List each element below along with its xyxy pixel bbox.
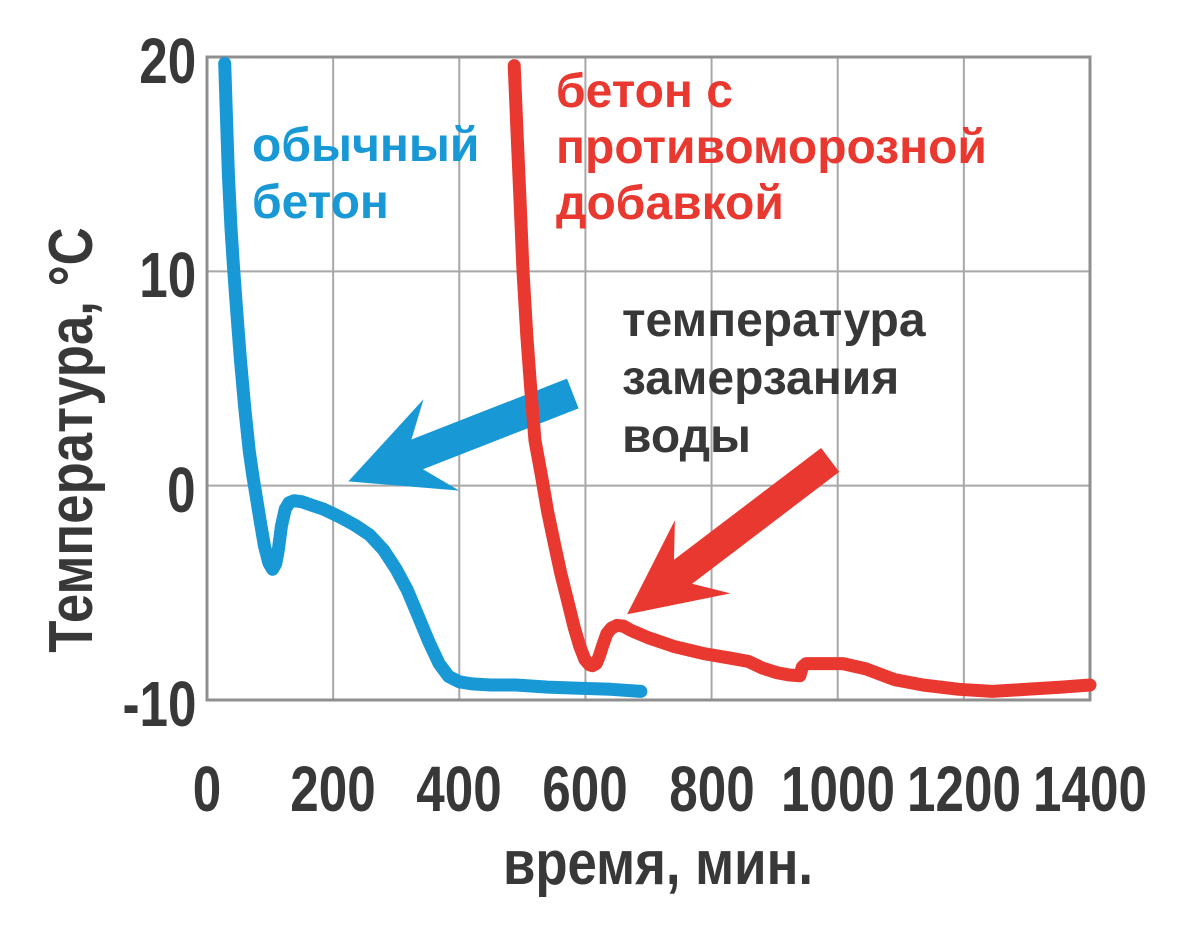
x-tick-label: 1000	[767, 757, 909, 821]
y-tick-text: 10	[139, 239, 196, 312]
series-label-ordinary-concrete: обычный бетон	[252, 119, 480, 229]
y-tick-label: 20	[0, 29, 196, 93]
x-axis-title: время, мин.	[476, 833, 841, 895]
y-tick-label: 10	[0, 243, 196, 307]
y-tick-text: 0	[167, 453, 196, 526]
y-tick-text: 20	[139, 25, 196, 97]
x-tick-label: 1200	[893, 757, 1035, 821]
x-tick-label: 200	[280, 757, 387, 821]
x-tick-text: 1000	[780, 753, 895, 825]
x-tick-text: 1200	[906, 753, 1021, 825]
x-axis-title-text: время, мин.	[502, 829, 814, 898]
x-tick-label: 0	[189, 757, 225, 821]
freezing-point-arrow-red	[627, 448, 840, 615]
x-tick-text: 1400	[1033, 753, 1147, 825]
x-tick-text: 800	[668, 753, 755, 825]
x-tick-text: 0	[192, 753, 222, 825]
series-curve-1	[507, 59, 1097, 698]
x-tick-text: 400	[416, 753, 502, 825]
x-tick-text: 200	[290, 753, 376, 825]
freezing-point-arrow-blue	[348, 378, 579, 491]
y-tick-label: -10	[0, 672, 196, 736]
x-tick-label: 800	[658, 757, 765, 821]
x-tick-label: 600	[532, 757, 639, 821]
series-curve-0	[218, 56, 648, 698]
x-tick-text: 600	[542, 753, 629, 825]
x-tick-label: 1400	[1019, 757, 1161, 821]
x-tick-label: 400	[406, 757, 513, 821]
annotation-water-freezing-temperature: температура замерзания воды	[622, 294, 926, 463]
series-label-antifreeze-concrete: бетон с противоморозной добавкой	[556, 65, 987, 230]
y-tick-label: 0	[0, 458, 196, 522]
plot-border	[205, 55, 1092, 702]
y-tick-text: -10	[122, 668, 196, 740]
